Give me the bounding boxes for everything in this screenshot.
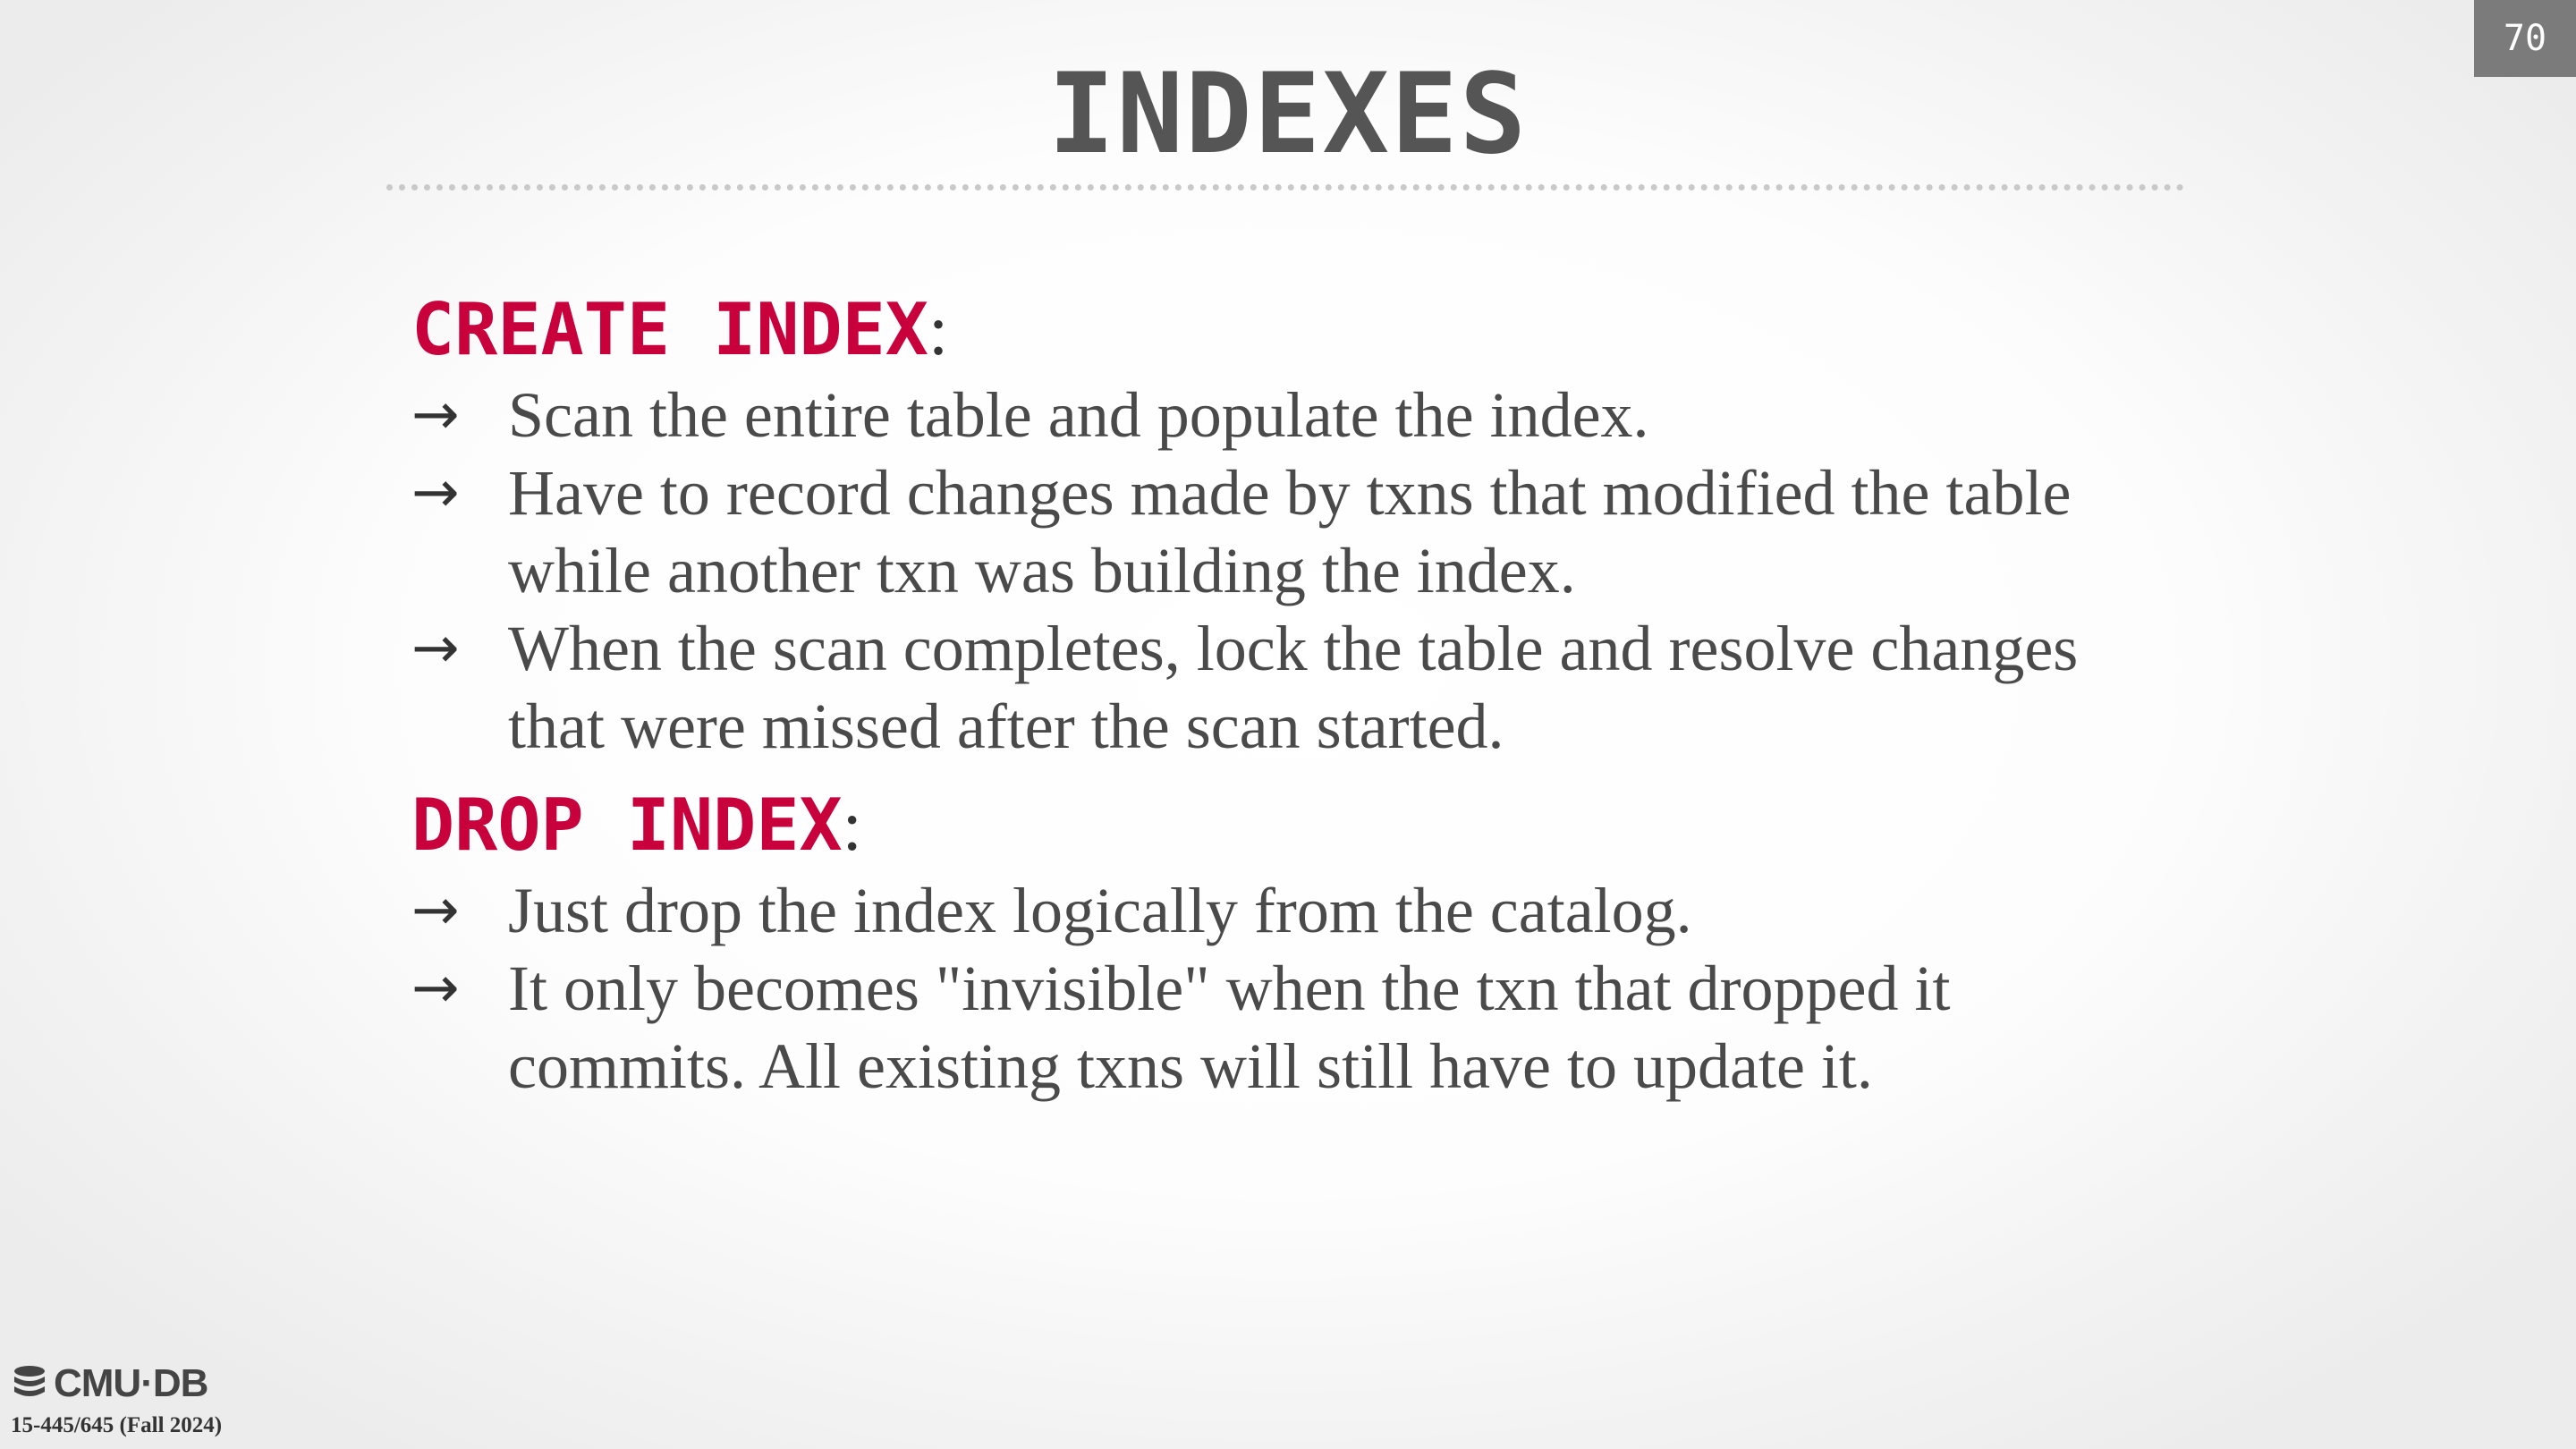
arrow-right-icon: → [411,615,460,682]
title-divider [386,184,2184,191]
create-index-bullet-list: → Scan the entire table and populate the… [411,377,2182,766]
slide-number: 70 [2474,0,2576,77]
heading-colon: : [928,292,949,370]
database-stack-icon [14,1366,45,1396]
slide-content: CREATE INDEX: → Scan the entire table an… [411,284,2182,1106]
bullet-item: → It only becomes "invisible" when the t… [411,950,2182,1106]
logo-text: CMU·DB [54,1361,208,1405]
bullet-item: → Have to record changes made by txns th… [411,454,2182,610]
heading-colon: : [842,787,862,866]
bullet-text: Have to record changes made by txns that… [508,457,2072,606]
arrow-right-icon: → [411,382,460,448]
create-index-heading: CREATE INDEX: [411,284,2182,377]
course-label: 15-445/645 (Fall 2024) [11,1413,223,1437]
drop-index-bullet-list: → Just drop the index logically from the… [411,872,2182,1106]
bullet-text: Just drop the index logically from the c… [508,875,1692,946]
slide-title: INDEXES [1047,50,1529,179]
bullet-item: → Scan the entire table and populate the… [411,377,2182,454]
create-index-keyword: CREATE INDEX [411,288,928,371]
arrow-right-icon: → [411,955,460,1021]
bullet-text: Scan the entire table and populate the i… [508,379,1649,451]
bullet-text: When the scan completes, lock the table … [508,613,2079,762]
bullet-item: → Just drop the index logically from the… [411,872,2182,950]
drop-index-heading: DROP INDEX: [411,780,2182,872]
drop-index-keyword: DROP INDEX [411,784,843,867]
cmu-db-logo: CMU·DB [11,1361,208,1406]
arrow-right-icon: → [411,460,460,526]
bullet-text: It only becomes "invisible" when the txn… [508,953,1951,1102]
arrow-right-icon: → [411,877,460,944]
bullet-item: → When the scan completes, lock the tabl… [411,610,2182,766]
